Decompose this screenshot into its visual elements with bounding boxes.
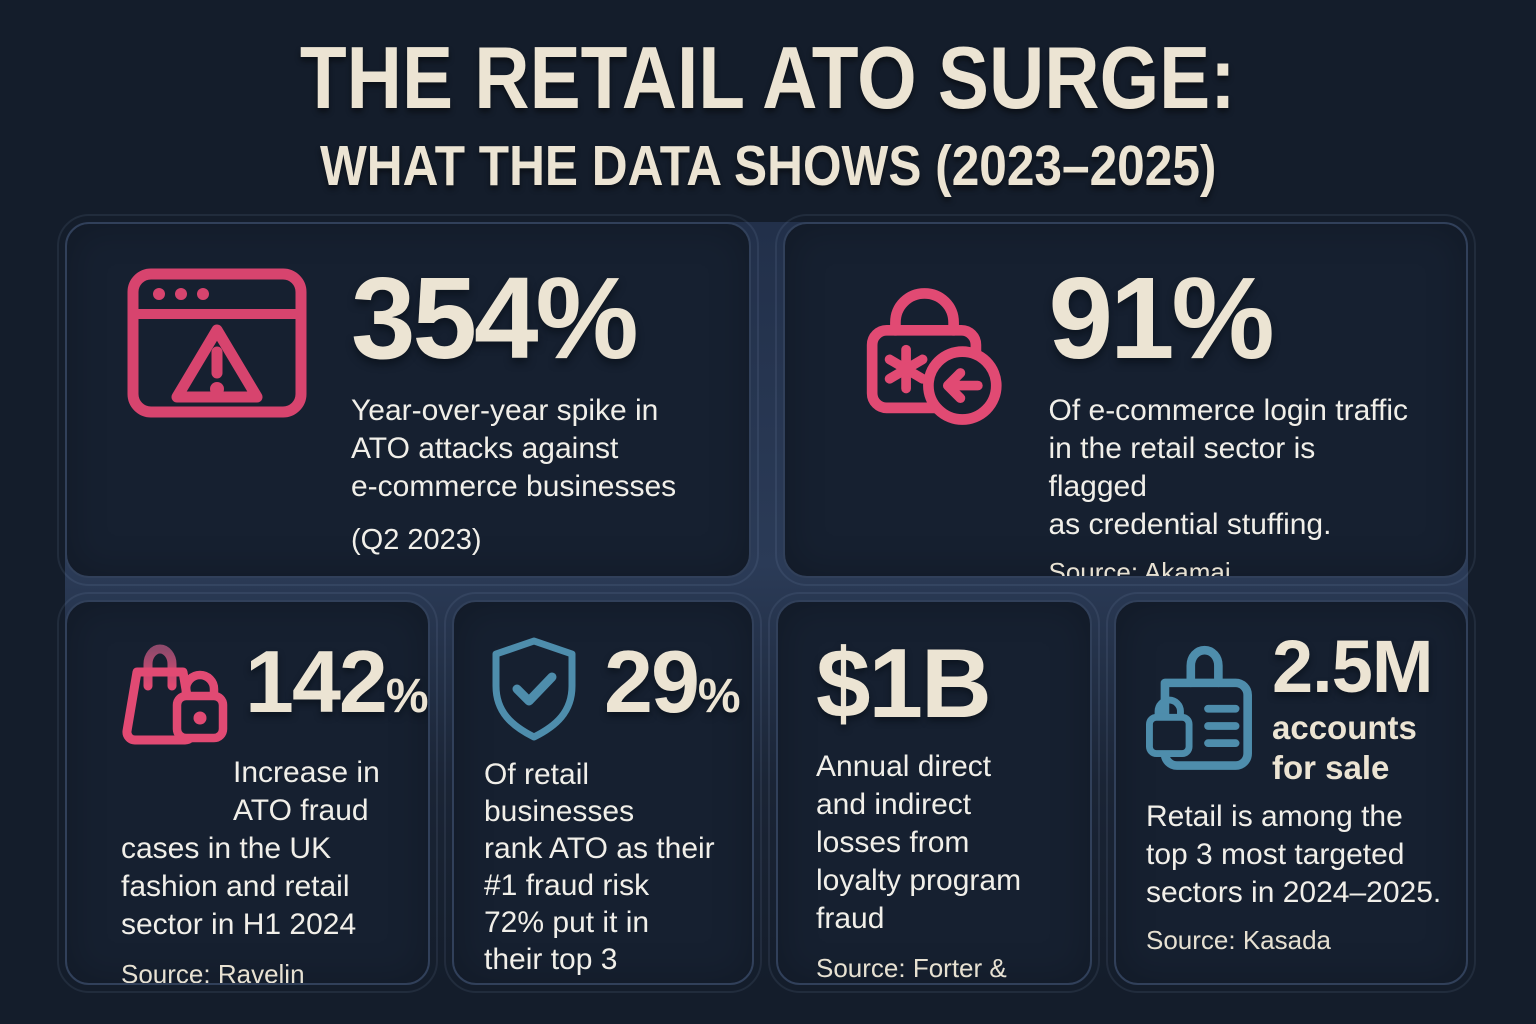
stat-value: 91% xyxy=(1048,253,1275,383)
header: THE RETAIL ATO SURGE: WHAT THE DATA SHOW… xyxy=(0,0,1536,222)
stat-unit: % xyxy=(697,670,741,723)
stat-body: Year-over-year spike in ATO attacks agai… xyxy=(351,393,677,503)
stat-source: Source: Sift xyxy=(351,570,676,576)
shopping-bag-lock-icon xyxy=(122,644,228,745)
stat-content: 91% Of e-commerce login traffic in the r… xyxy=(1048,253,1421,578)
stat-value: 142% xyxy=(245,632,429,731)
stat-unit: % xyxy=(385,670,429,723)
stat-card-lexisnexis: 29% Of retail businesses rank ATO as the… xyxy=(444,592,762,993)
stat-head: 142% xyxy=(121,632,428,750)
stat-card-forter: $1B Annual direct and indirect losses fr… xyxy=(768,592,1100,993)
stat-note: (Q2 2023) xyxy=(351,523,482,556)
accounts-bag-lock-icon xyxy=(1146,645,1252,770)
stat-body: Of retail businesses rank ATO as their #… xyxy=(484,758,715,976)
stat-head: 2.5M accounts for sale xyxy=(1146,625,1442,788)
password-reset-lock-icon xyxy=(866,288,1002,425)
stat-card-akamai: 91% Of e-commerce login traffic in the r… xyxy=(774,214,1476,586)
stat-value: 354% xyxy=(351,253,639,383)
stats-board: 354% Year-over-year spike in ATO attacks… xyxy=(57,214,1476,993)
stat-card-kasada: 2.5M accounts for sale Retail is among t… xyxy=(1106,592,1476,993)
stat-source: Source: Forter & NRF xyxy=(816,953,1007,983)
stat-card-sift: 354% Year-over-year spike in ATO attacks… xyxy=(57,214,759,586)
stat-value: $1B xyxy=(816,628,992,738)
stat-value: 29% xyxy=(604,632,741,731)
wrap-spacer xyxy=(121,754,233,814)
stat-source: Source: Ravelin xyxy=(121,959,305,985)
stat-body: Annual direct and indirect losses from l… xyxy=(816,750,1022,935)
shield-check-icon xyxy=(492,637,576,741)
stat-source: Source: Akamai xyxy=(1048,556,1231,578)
page-subtitle: WHAT THE DATA SHOWS (2023–2025) xyxy=(319,134,1217,198)
stat-value: 2.5M xyxy=(1272,625,1434,708)
stat-body: Increase in ATO fraud cases in the UK fa… xyxy=(121,754,380,941)
stat-body: Of e-commerce login traffic in the retai… xyxy=(1048,393,1409,541)
stat-content: 2.5M accounts for sale xyxy=(1272,625,1434,788)
top-row: 354% Year-over-year spike in ATO attacks… xyxy=(57,214,1476,586)
page-title: THE RETAIL ATO SURGE: xyxy=(300,28,1236,127)
stat-card-ravelin: 142% Increase in ATO fraud cases in the … xyxy=(57,592,438,993)
stat-body: Retail is among the top 3 most targeted … xyxy=(1146,800,1442,910)
stat-sublabel: accounts for sale xyxy=(1272,709,1417,787)
stat-source: Source: Kasada xyxy=(1146,925,1332,956)
bottom-row: 142% Increase in ATO fraud cases in the … xyxy=(57,592,1476,993)
stat-content: 354% Year-over-year spike in ATO attacks… xyxy=(351,253,677,576)
stat-head: 29% xyxy=(484,636,741,744)
browser-warning-icon xyxy=(127,268,307,418)
